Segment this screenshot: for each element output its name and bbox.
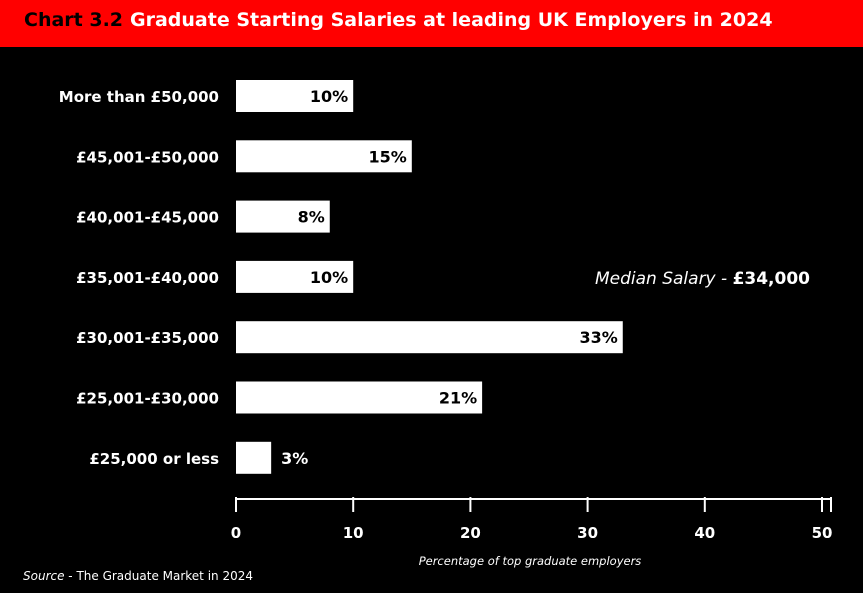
source-text: - The Graduate Market in 2024 [64,569,253,583]
category-label: £40,001-£45,000 [76,209,219,227]
category-label: £35,001-£40,000 [76,269,219,287]
bar [236,441,272,474]
x-tick-label: 40 [694,524,715,542]
category-label: £45,001-£50,000 [76,148,219,166]
x-tick-label: 10 [343,524,364,542]
x-axis-label: Percentage of top graduate employers [419,554,642,568]
category-label: More than £50,000 [59,88,219,106]
title-bar: Chart 3.2 Graduate Starting Salaries at … [0,0,863,47]
bar [236,260,354,293]
x-tick-label: 50 [812,524,833,542]
bar [236,80,354,112]
chart-number: Chart 3.2 [24,9,124,31]
value-label: 21% [439,389,477,408]
source-note: Source - The Graduate Market in 2024 [23,569,253,583]
value-label: 8% [298,208,325,227]
bar [236,200,330,233]
value-label: 3% [281,449,308,468]
source-prefix: Source [23,569,65,583]
value-label: 10% [310,268,348,287]
median-annotation: Median Salary - £34,000 [595,269,810,289]
bar [236,381,483,414]
value-label: 33% [579,328,617,347]
value-label: 15% [369,147,407,166]
x-tick-label: 20 [460,524,481,542]
median-value: £34,000 [733,269,811,289]
category-label: £25,001-£30,000 [76,390,219,408]
bar [236,140,412,173]
bar [236,321,623,354]
category-label: £25,000 or less [89,450,219,468]
x-tick-label: 30 [577,524,598,542]
chart-title: Graduate Starting Salaries at leading UK… [130,9,773,31]
value-label: 10% [310,87,348,106]
x-tick-label: 0 [231,524,241,542]
median-label: Median Salary - [595,269,733,289]
category-label: £30,001-£35,000 [76,329,219,347]
